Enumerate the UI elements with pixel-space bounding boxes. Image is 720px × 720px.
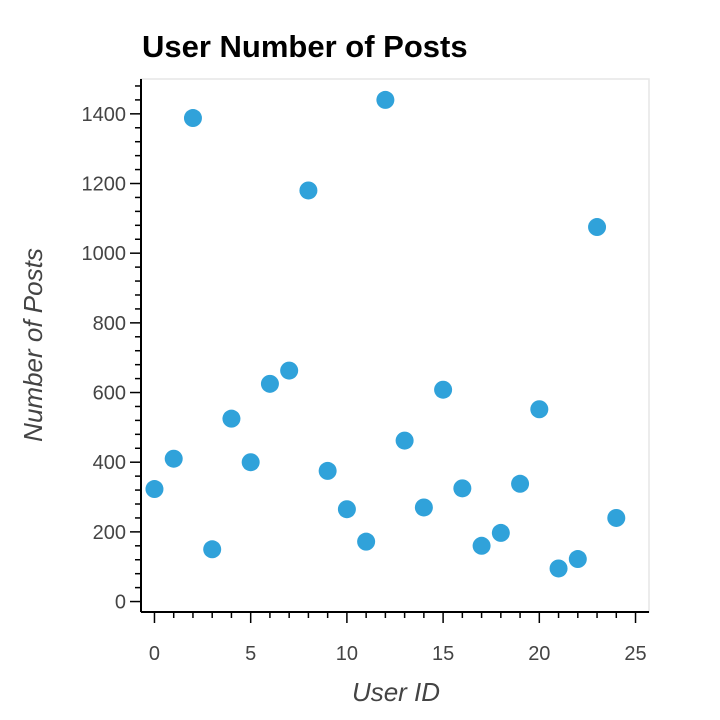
x-tick-label: 25	[624, 643, 646, 665]
x-tick-label: 15	[432, 643, 454, 665]
data-point	[588, 218, 607, 237]
y-tick-label: 1200	[82, 174, 127, 196]
data-point	[164, 449, 183, 468]
data-point	[183, 109, 202, 128]
data-point	[318, 461, 337, 480]
y-tick-label: 1000	[82, 243, 127, 265]
data-point	[222, 409, 241, 428]
y-tick-label: 600	[93, 383, 126, 405]
data-point	[414, 498, 433, 517]
data-point	[472, 536, 491, 555]
y-axis-label: Number of Posts	[18, 248, 48, 442]
data-point	[299, 181, 318, 200]
x-tick-label: 5	[245, 643, 256, 665]
x-axis: 0 5 10 15 20 25	[141, 611, 649, 665]
plot-frame	[140, 78, 650, 613]
data-point	[511, 474, 530, 493]
data-point	[337, 500, 356, 519]
x-tick-label: 0	[149, 643, 160, 665]
data-point	[357, 532, 376, 551]
y-tick-label: 1400	[82, 104, 127, 126]
data-point	[491, 523, 510, 542]
x-tick-label: 20	[528, 643, 550, 665]
data-point	[145, 480, 164, 499]
x-tick-label: 10	[336, 643, 358, 665]
data-points	[145, 90, 626, 578]
data-point	[530, 400, 549, 419]
chart-title: User Number of Posts	[142, 29, 468, 64]
data-point	[376, 90, 395, 109]
data-point	[434, 380, 453, 399]
y-tick-label: 400	[93, 452, 126, 474]
x-axis-label: User ID	[352, 677, 440, 707]
data-point	[607, 508, 626, 527]
data-point	[549, 559, 568, 578]
data-point	[241, 453, 260, 472]
data-point	[203, 540, 222, 559]
data-point	[260, 374, 279, 393]
data-point	[453, 479, 472, 498]
y-tick-label: 800	[93, 313, 126, 335]
data-point	[568, 550, 587, 569]
data-point	[395, 431, 414, 450]
y-tick-label: 0	[115, 592, 126, 614]
y-tick-label: 200	[93, 522, 126, 544]
y-axis: 0 200 400 600 800 1000 1200 1400	[82, 79, 142, 614]
data-point	[280, 361, 299, 380]
